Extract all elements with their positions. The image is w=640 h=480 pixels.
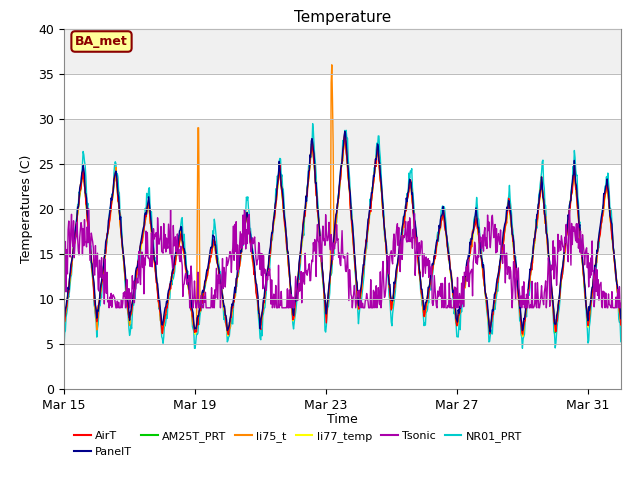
Y-axis label: Temperatures (C): Temperatures (C) [20, 155, 33, 263]
Title: Temperature: Temperature [294, 10, 391, 25]
X-axis label: Time: Time [327, 413, 358, 426]
Bar [64, 254, 621, 299]
Bar [64, 0, 621, 29]
Bar [64, 344, 621, 389]
Legend: AirT, PanelT, AM25T_PRT, li75_t, li77_temp, Tsonic, NR01_PRT: AirT, PanelT, AM25T_PRT, li75_t, li77_te… [70, 427, 527, 461]
Bar [64, 164, 621, 209]
Text: BA_met: BA_met [75, 35, 128, 48]
Bar [64, 74, 621, 119]
